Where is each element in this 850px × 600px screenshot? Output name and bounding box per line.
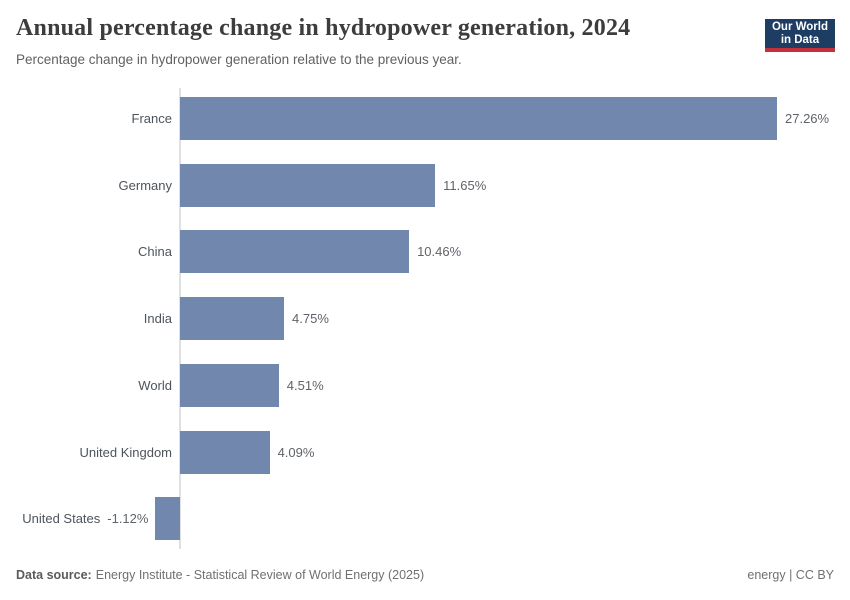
data-source-text: Energy Institute - Statistical Review of… (95, 568, 425, 582)
bar-value-label: 4.51% (286, 377, 324, 393)
bar-category-label: China (0, 230, 172, 273)
bar-row: United States -1.12% (0, 497, 850, 541)
license-badge[interactable]: energy | CC BY (747, 568, 834, 582)
bar[interactable] (180, 97, 777, 140)
bar-category-label: United States -1.12% (0, 497, 148, 540)
category-name: United Kingdom (79, 444, 173, 460)
bar-value-label: 4.75% (292, 311, 329, 327)
bar-value-label: 11.65% (443, 177, 487, 193)
bar-value-label: -1.12% (107, 511, 149, 527)
category-name: France (131, 111, 172, 126)
bar-category-label: France (0, 97, 172, 140)
bar-category-label: India (0, 297, 172, 340)
bar[interactable] (180, 230, 410, 274)
bar-category-label: United Kingdom (0, 431, 173, 474)
owid-logo-line2: in Data (780, 34, 820, 46)
bar-value-label: 4.09% (277, 444, 315, 460)
bar-row: France 27.26% (0, 97, 850, 140)
owid-logo-line1: Our World (771, 21, 828, 33)
bar-row: United Kingdom 4.09% (0, 430, 850, 474)
bar-row: Germany 11.65% (0, 163, 850, 207)
bar-value-label: 27.26% (785, 111, 830, 126)
data-source: Data source: Energy Institute - Statistic… (16, 568, 424, 582)
bar[interactable] (180, 430, 270, 474)
chart-subtitle: Percentage change in hydropower generati… (16, 52, 462, 67)
bar-row: World 4.51% (0, 363, 850, 407)
bar[interactable] (180, 163, 436, 207)
category-name: United States (22, 511, 101, 527)
page-title: Annual percentage change in hydropower g… (16, 15, 631, 41)
bar-value-label: 10.46% (417, 244, 462, 260)
bar[interactable] (180, 297, 285, 341)
plot-area: France 27.26% Germany 11.65% China 10.46… (0, 88, 850, 550)
bar[interactable] (155, 497, 180, 541)
owid-logo[interactable]: Our World in Data (764, 19, 835, 52)
bar[interactable] (180, 363, 279, 407)
bar-category-label: Germany (0, 164, 172, 207)
category-name: China (138, 244, 172, 260)
category-name: India (143, 311, 172, 327)
bar-category-label: World (0, 364, 172, 407)
bar-row: China 10.46% (0, 230, 850, 274)
bar-row: India 4.75% (0, 297, 850, 341)
data-source-label: Data source: (16, 568, 92, 582)
category-name: World (138, 377, 172, 393)
category-name: Germany (118, 177, 172, 193)
chart-footer: Data source: Energy Institute - Statistic… (16, 568, 834, 582)
